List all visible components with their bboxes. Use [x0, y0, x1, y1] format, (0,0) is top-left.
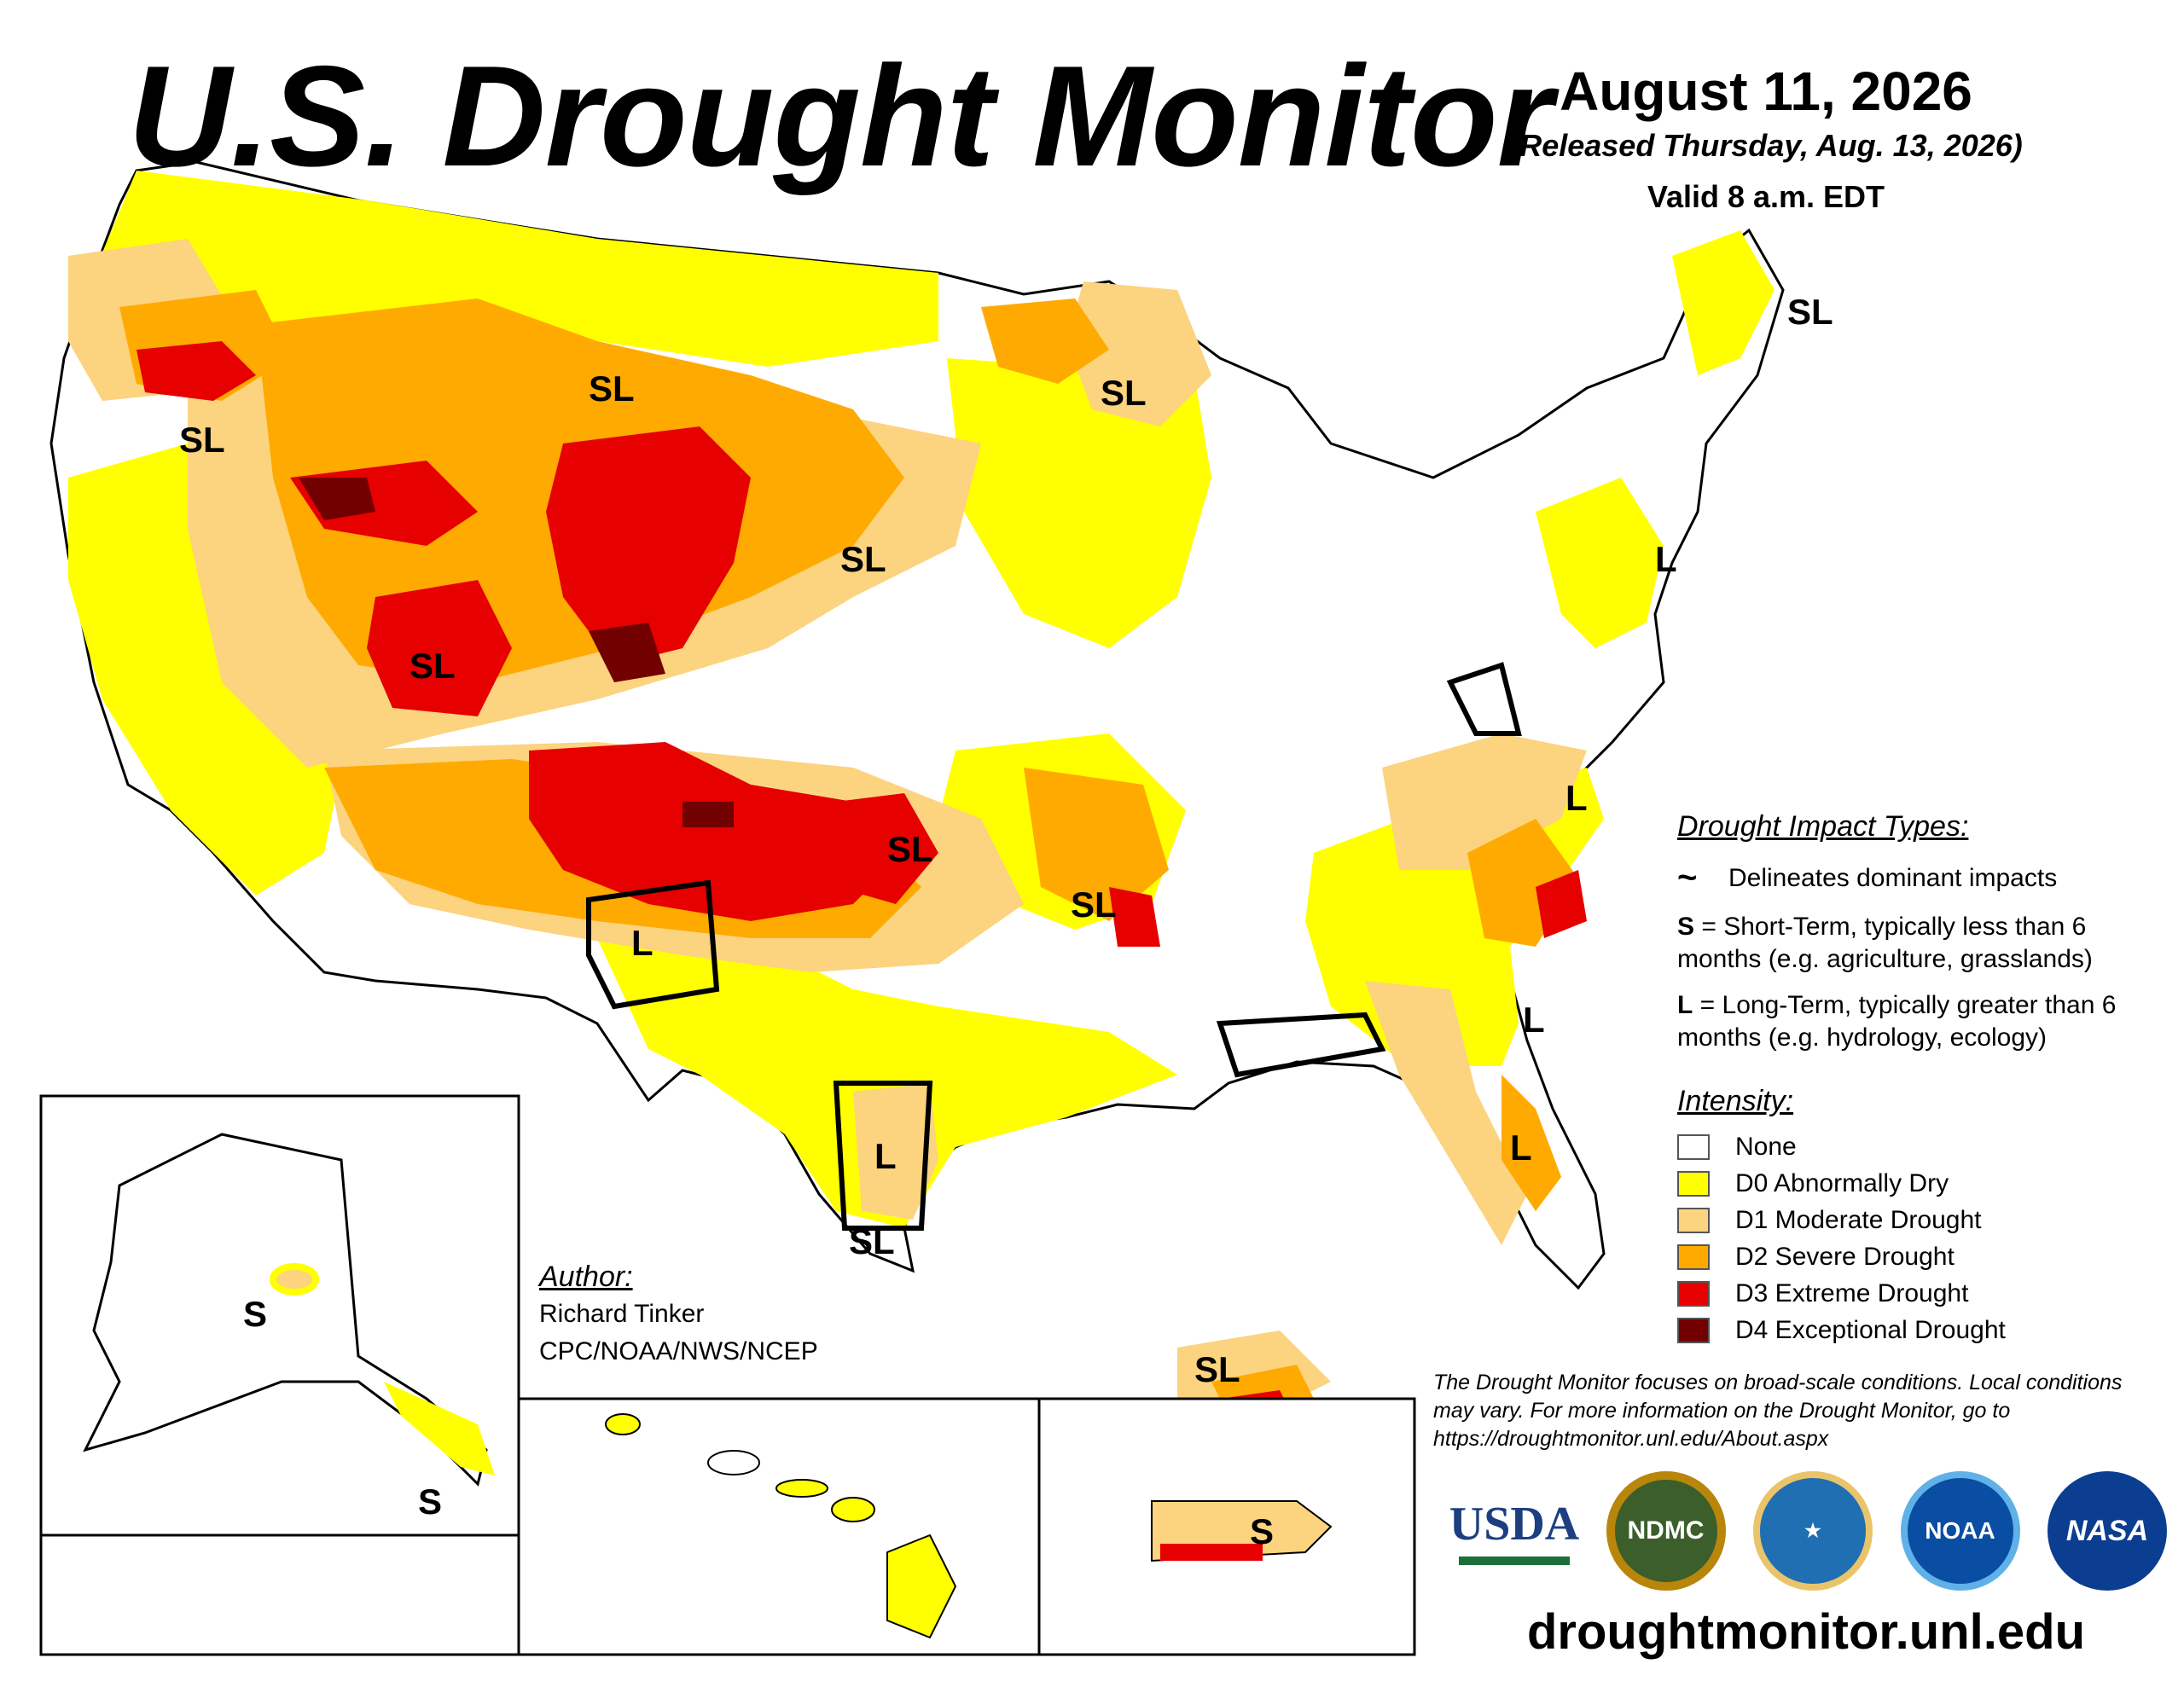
- author-label: Author:: [539, 1261, 633, 1293]
- delineation-key: ~ Delineates dominant impacts: [1677, 859, 2172, 897]
- author-name: Richard Tinker: [539, 1300, 705, 1328]
- partner-logos: USDA NDMC ★ NOAA NASA: [1449, 1467, 2167, 1595]
- impact-label: SL: [849, 1221, 895, 1261]
- intensity-item: D4 Exceptional Drought: [1677, 1312, 2172, 1348]
- intensity-label: D4 Exceptional Drought: [1735, 1315, 2006, 1344]
- long-term-letter: L: [1677, 991, 1693, 1019]
- intensity-label: None: [1735, 1132, 1797, 1161]
- alaska-outline: [83, 1133, 488, 1487]
- usda-logo-bar: [1459, 1557, 1570, 1565]
- impact-label: SL: [887, 829, 933, 869]
- nasa-logo[interactable]: NASA: [2048, 1471, 2167, 1591]
- impact-label: L: [874, 1136, 897, 1176]
- intensity-swatch: [1677, 1280, 1710, 1307]
- impact-label: SL: [589, 368, 635, 409]
- hawaii-inset-frame: [517, 1397, 1041, 1656]
- impact-label: SL: [1071, 884, 1117, 925]
- intensity-label: D2 Severe Drought: [1735, 1242, 1955, 1271]
- intensity-item: D1 Moderate Drought: [1677, 1202, 2172, 1238]
- impact-label: S: [418, 1481, 442, 1522]
- impact-label: L: [1655, 539, 1677, 579]
- intensity-swatch: [1677, 1244, 1710, 1270]
- nasa-logo-text: NASA: [2065, 1514, 2149, 1547]
- impact-label: SL: [410, 646, 456, 686]
- delineation-label: Delineates dominant impacts: [1728, 863, 2058, 892]
- intensity-label: D3 Extreme Drought: [1735, 1278, 1969, 1307]
- usda-logo-text: USDA: [1449, 1498, 1580, 1551]
- impact-labels: SL SL SL SL SL SL SL SL L L L L SL L L S…: [179, 292, 1833, 1551]
- release-date: (Released Thursday, Aug. 13, 2026): [1509, 128, 2023, 163]
- author-block: Author: Richard Tinker CPC/NOAA/NWS/NCEP: [539, 1258, 818, 1371]
- page-title: U.S. Drought Monitor: [128, 36, 1553, 196]
- intensity-list: None D0 Abnormally Dry D1 Moderate Droug…: [1677, 1128, 2172, 1348]
- legend: Drought Impact Types: ~ Delineates domin…: [1677, 810, 2172, 1348]
- long-term-description: = Long-Term, typically greater than 6 mo…: [1677, 991, 2117, 1052]
- delineation-line-icon: ~: [1677, 859, 1698, 896]
- impact-types-title: Drought Impact Types:: [1677, 810, 1969, 843]
- short-term-letter: S: [1677, 913, 1695, 941]
- impact-label: SL: [179, 420, 225, 460]
- impact-label: SL: [1787, 292, 1833, 332]
- short-term-key: S = Short-Term, typically less than 6 mo…: [1677, 911, 2172, 976]
- impact-label: S: [1250, 1511, 1274, 1551]
- d4-areas: [299, 478, 734, 827]
- map-date: August 11, 2026: [1560, 61, 1972, 122]
- intensity-swatch: [1677, 1170, 1710, 1197]
- impact-delineation-lines: [586, 662, 1522, 1231]
- intensity-swatch: [1677, 1207, 1710, 1233]
- intensity-item: None: [1677, 1128, 2172, 1165]
- intensity-item: D0 Abnormally Dry: [1677, 1165, 2172, 1202]
- impact-label: L: [1565, 778, 1588, 818]
- impact-label: S: [243, 1294, 267, 1334]
- website-link[interactable]: droughtmonitor.unl.edu: [1527, 1604, 2086, 1660]
- usda-logo[interactable]: USDA: [1449, 1471, 1580, 1591]
- ndmc-logo-text: NDMC: [1627, 1516, 1705, 1545]
- short-term-description: = Short-Term, typically less than 6 mont…: [1677, 913, 2093, 973]
- intensity-title: Intensity:: [1677, 1085, 1794, 1117]
- intensity-label: D0 Abnormally Dry: [1735, 1168, 1949, 1197]
- commerce-logo[interactable]: ★: [1753, 1471, 1873, 1591]
- noaa-logo-text: NOAA: [1925, 1517, 1995, 1544]
- impact-label: L: [631, 923, 653, 963]
- impact-label: L: [1523, 1000, 1545, 1040]
- ndmc-logo[interactable]: NDMC: [1606, 1471, 1726, 1591]
- intensity-label: D1 Moderate Drought: [1735, 1205, 1982, 1234]
- author-org: CPC/NOAA/NWS/NCEP: [539, 1337, 818, 1365]
- impact-label: SL: [1194, 1349, 1240, 1389]
- impact-label: SL: [1101, 373, 1147, 413]
- disclaimer: The Drought Monitor focuses on broad-sca…: [1433, 1371, 2123, 1451]
- intensity-item: D2 Severe Drought: [1677, 1238, 2172, 1275]
- valid-time: Valid 8 a.m. EDT: [1647, 179, 1885, 214]
- impact-label: L: [1510, 1128, 1532, 1168]
- eagle-icon: ★: [1804, 1520, 1821, 1541]
- long-term-key: L = Long-Term, typically greater than 6 …: [1677, 989, 2172, 1054]
- intensity-item: D3 Extreme Drought: [1677, 1275, 2172, 1312]
- intensity-swatch: [1677, 1133, 1710, 1160]
- noaa-logo[interactable]: NOAA: [1900, 1471, 2020, 1591]
- intensity-swatch: [1677, 1317, 1710, 1343]
- impact-label: SL: [840, 539, 886, 579]
